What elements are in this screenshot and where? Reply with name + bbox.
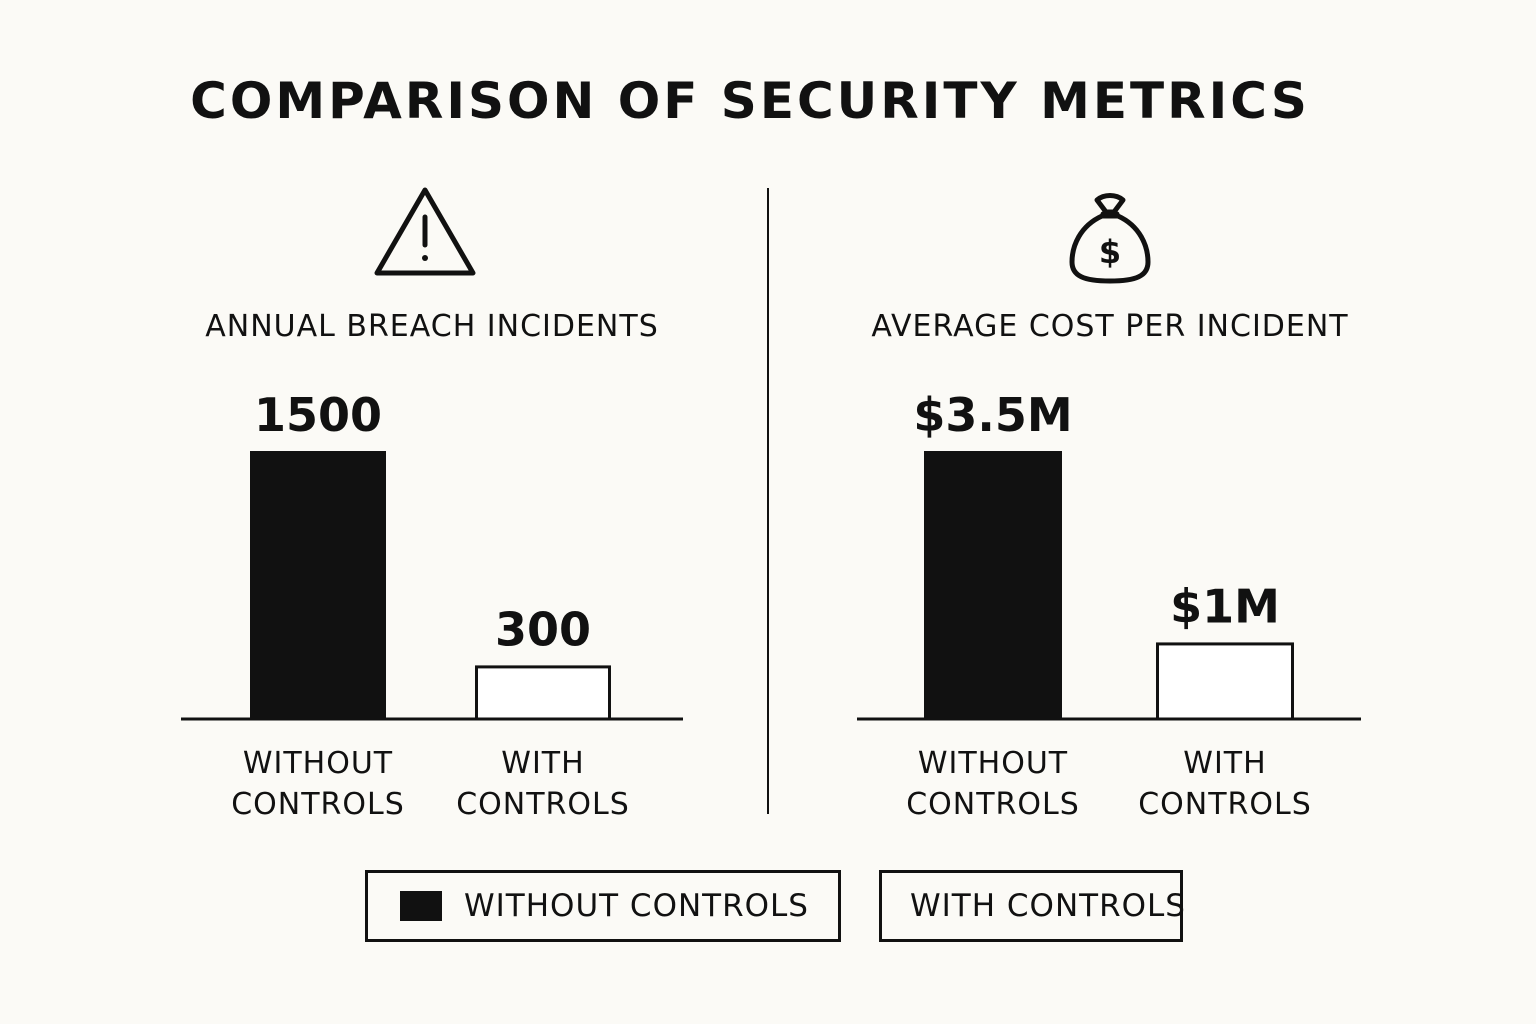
chart-1-value-label-1: 1500 (254, 388, 382, 442)
money-bag-icon: $ (1069, 193, 1151, 284)
chart-1-category-label-1-line-2: CONTROLS (231, 787, 405, 822)
legend-with-controls: WITH CONTROLS (879, 870, 1186, 942)
svg-text:$: $ (1099, 233, 1121, 271)
chart-1-category-label-1-line-1: WITHOUT (243, 746, 393, 781)
chart-2-value-label-2: $1M (1170, 579, 1280, 633)
chart-2-bar-without-controls (924, 451, 1062, 719)
chart-2-bar-with-controls (1156, 642, 1294, 721)
chart-2-category-label-2-line-2: CONTROLS (1138, 787, 1312, 822)
chart-1-bar-with-controls (475, 665, 611, 721)
chart-2-category-label-1-line-1: WITHOUT (918, 746, 1068, 781)
legend-label-without: WITHOUT CONTROLS (464, 888, 809, 924)
chart-1-category-label-2-line-1: WITH (501, 746, 584, 781)
charts-canvas: $ ANNUAL BREACH INCIDENTS 1500 WITHOUT CONT… (181, 187, 1361, 822)
chart-1-title: ANNUAL BREACH INCIDENTS (205, 309, 659, 344)
chart-1-category-label-2-line-2: CONTROLS (456, 787, 630, 822)
chart-2-category-label-1-line-2: CONTROLS (906, 787, 1080, 822)
chart-2-title: AVERAGE COST PER INCIDENT (871, 309, 1348, 344)
chart-1-bar-without-controls (250, 451, 386, 719)
chart-title: COMPARISON OF SECURITY METRICS (190, 72, 1310, 130)
chart-2-category-label-2-line-1: WITH (1183, 746, 1266, 781)
legend-without-controls: WITHOUT CONTROLS (365, 870, 841, 942)
warning-triangle-icon (374, 187, 476, 276)
chart-1-value-label-2: 300 (495, 602, 591, 656)
legend-swatch-dark (400, 891, 442, 921)
chart-2-value-label-1: $3.5M (913, 388, 1072, 442)
legend-label-with: WITH CONTROLS (910, 888, 1186, 924)
